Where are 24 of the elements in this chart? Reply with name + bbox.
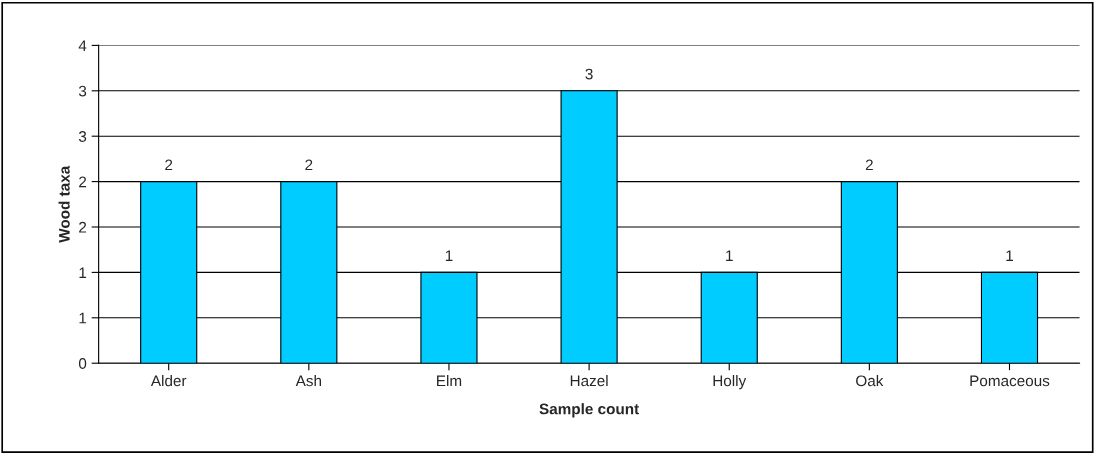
data-label: 2 bbox=[865, 159, 873, 171]
x-axis-title: Sample count bbox=[539, 403, 639, 418]
y-tick-label: 2 bbox=[79, 176, 87, 188]
x-tick-label: Holly bbox=[713, 375, 747, 390]
data-label: 1 bbox=[445, 250, 453, 261]
y-tick-label: 3 bbox=[78, 85, 87, 97]
y-tick-label: 4 bbox=[78, 40, 87, 51]
y-tick-label: 1 bbox=[79, 267, 87, 278]
y-tick-label: 2 bbox=[79, 221, 87, 233]
data-label: 1 bbox=[726, 250, 733, 261]
y-tick-label: 1 bbox=[79, 312, 87, 324]
x-tick-label: Oak bbox=[856, 375, 884, 387]
y-tick-label: 3 bbox=[78, 131, 87, 142]
x-tick-label: Elm bbox=[437, 375, 462, 387]
data-label: 2 bbox=[165, 159, 173, 171]
x-tick-label: Ash bbox=[295, 375, 322, 387]
x-tick-label: Hazel bbox=[570, 375, 608, 387]
y-axis-title: Wood taxa bbox=[58, 165, 70, 243]
y-tick-label: 0 bbox=[78, 358, 87, 369]
data-label: 3 bbox=[585, 68, 593, 80]
data-label: 1 bbox=[1006, 250, 1013, 261]
x-tick-label: Alder bbox=[150, 375, 187, 387]
x-tick-label: Pomaceous bbox=[970, 375, 1050, 387]
data-label: 2 bbox=[305, 159, 313, 171]
